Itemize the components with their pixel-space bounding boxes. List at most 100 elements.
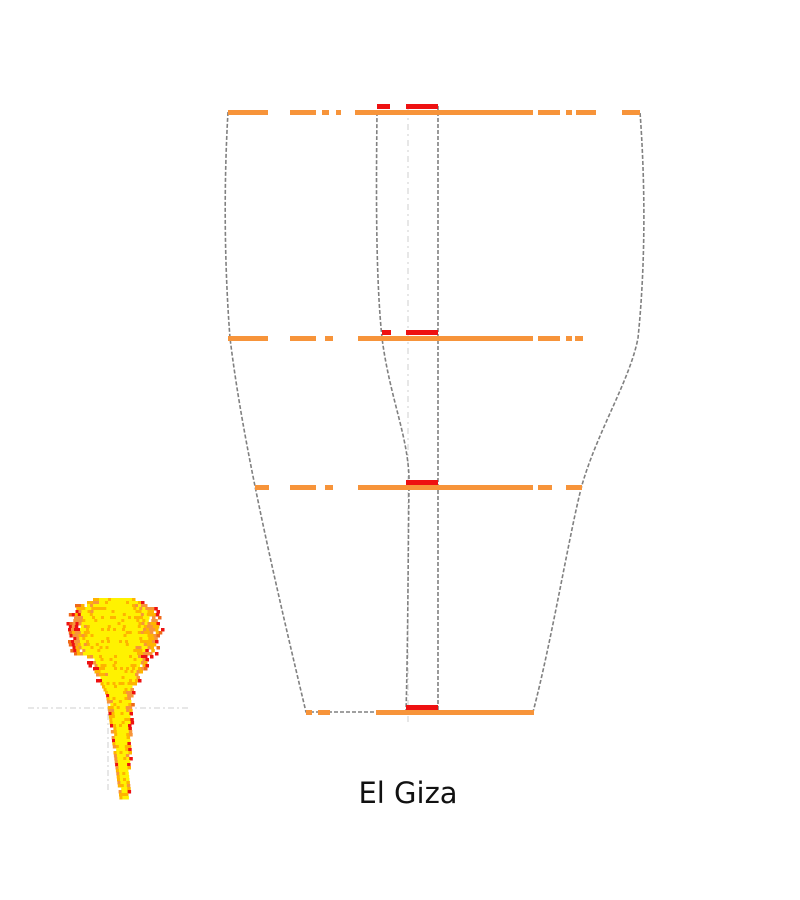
locator-pixel [120,655,124,659]
locator-pixel [109,607,113,611]
locator-pixel [74,616,78,620]
locator-pixel [111,661,115,665]
locator-pixel [117,685,121,689]
locator-pixel [100,664,104,668]
locator-pixel [126,757,130,761]
locator-pixel [111,646,115,650]
locator-pixel [103,658,107,662]
locator-pixel [123,601,127,605]
locator-pixel [95,628,99,632]
locator-pixel [144,634,148,638]
band-segment [576,110,596,115]
locator-pixel [135,622,139,626]
locator-pixel [108,715,113,719]
locator-pixel [127,664,131,668]
locator-pixel [120,646,124,650]
locator-pixel [96,634,100,638]
locator-pixel [117,784,122,788]
locator-pixel [134,628,138,632]
locator-pixel [116,616,120,620]
locator-pixel [153,634,157,638]
locator-pixel [98,631,103,635]
locator-pixel [120,634,124,638]
locator-pixel [135,655,139,659]
locator-pixel [117,604,121,608]
locator-pixel [116,772,120,776]
locator-pixel [119,652,123,656]
locator-pixel [128,727,132,731]
locator-pixel [136,670,140,674]
locator-pixel [123,622,127,626]
locator-pixel [103,649,107,653]
locator-pixel [143,631,148,635]
locator-pixel [83,640,87,644]
locator-pixel [119,730,124,734]
locator-pixel [91,607,95,611]
locator-pixel [105,673,109,677]
locator-pixel [152,613,157,617]
locator-pixel [102,661,106,665]
band-segment [290,485,316,490]
locator-pixel [104,628,108,632]
band-segment [290,336,316,341]
highlight-segment [406,480,438,485]
locator-pixel [128,730,133,734]
locator-pixel [78,610,82,614]
locator-pixel [121,607,125,611]
locator-pixel [83,628,87,632]
locator-pixel [101,640,105,644]
locator-pixel [122,652,126,656]
locator-pixel [136,664,140,668]
locator-pixel [129,634,133,638]
locator-pixel [152,625,157,629]
locator-pixel [115,763,119,767]
locator-pixel [114,679,118,683]
locator-pixel [120,715,125,719]
locator-pixel [124,766,128,770]
locator-pixel [97,607,101,611]
locator-pixel [141,661,145,665]
highlight-segment [382,330,391,335]
locator-pixel [85,649,89,653]
locator-pixel [114,709,118,713]
locator-pixel [130,676,134,680]
locator-pixel [120,712,124,716]
locator-pixel [107,652,111,656]
locator-pixel [87,622,91,626]
locator-pixel [117,622,121,626]
locator-pixel [121,763,125,767]
locator-pixel [116,775,121,779]
locator-pixel [118,763,122,767]
locator-pixel [99,598,103,602]
locator-pixel [107,706,112,710]
locator-pixel [145,664,149,668]
locator-pixel [89,643,94,647]
locator-pixel [99,661,103,665]
locator-pixel [107,625,112,629]
locator-pixel [144,667,148,671]
locator-pixel [118,670,122,674]
locator-pixel [74,625,79,629]
locator-pixel [89,625,94,629]
locator-pixel [131,616,135,620]
locator-pixel [108,673,112,677]
locator-pixel [120,736,125,740]
locator-pixel [138,634,142,638]
locator-pixel [154,637,158,641]
locator-pixel [127,607,131,611]
locator-pixel [117,736,122,740]
locator-pixel [88,664,92,668]
locator-pixel [116,631,121,635]
locator-pixel [156,622,160,626]
locator-pixel [146,616,150,620]
locator-pixel [137,616,141,620]
locator-pixel [128,652,132,656]
locator-pixel [141,622,145,626]
locator-pixel [111,655,115,659]
locator-pixel [137,631,142,635]
locator-pixel [111,691,115,695]
locator-pixel [125,796,129,800]
locator-pixel [98,628,102,632]
locator-pixel [72,634,76,638]
locator-pixel [128,748,132,752]
